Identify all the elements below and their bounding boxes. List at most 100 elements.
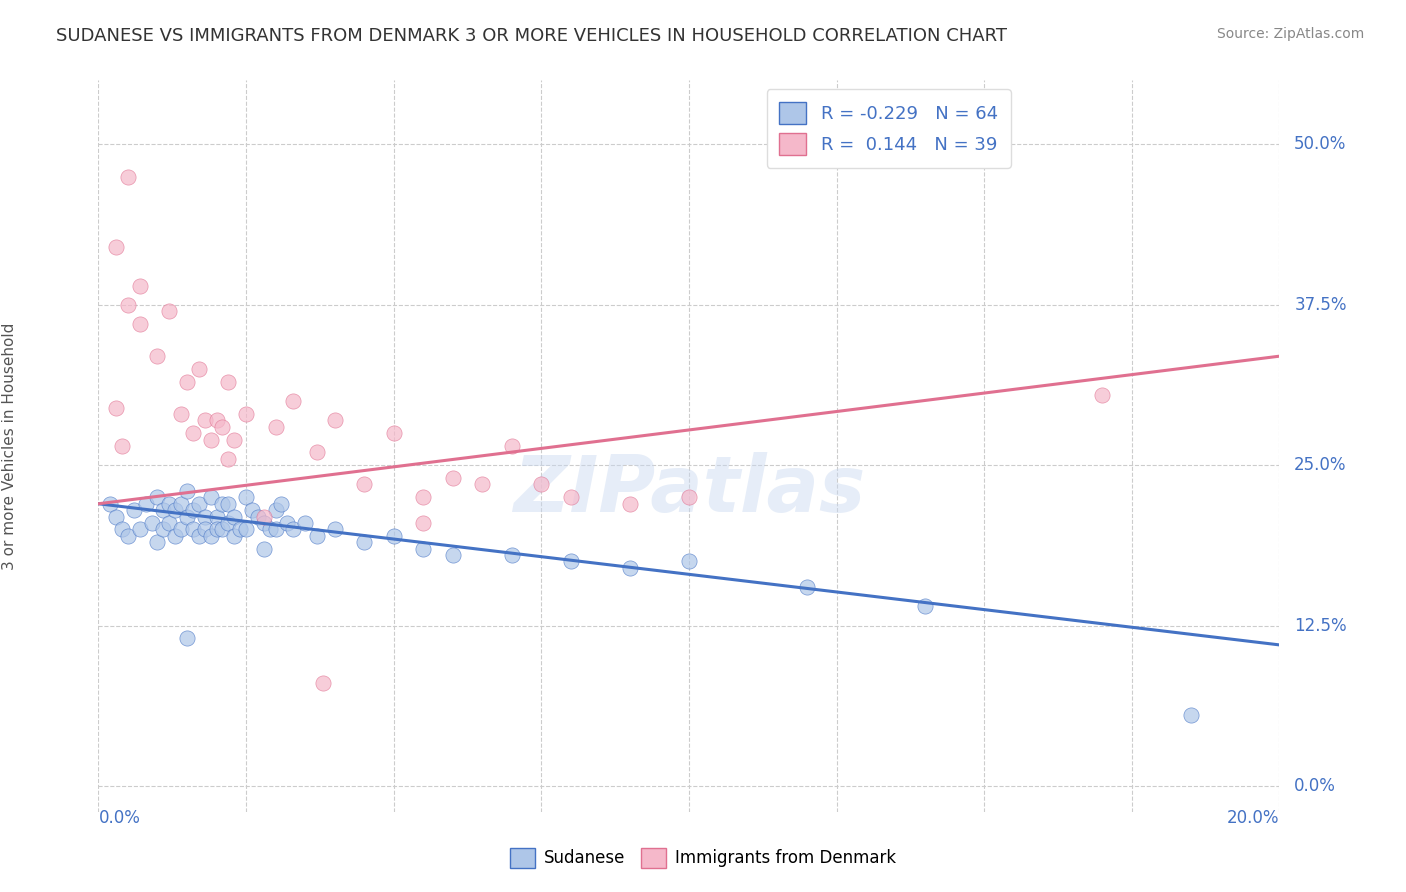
Point bbox=[205, 413, 228, 427]
Point bbox=[111, 439, 134, 453]
Point bbox=[229, 523, 252, 537]
Point bbox=[146, 491, 169, 505]
Point bbox=[270, 497, 292, 511]
Point bbox=[224, 529, 246, 543]
Point bbox=[235, 523, 257, 537]
Point bbox=[323, 413, 346, 427]
Point bbox=[305, 445, 328, 459]
Point bbox=[412, 491, 434, 505]
Text: 0.0%: 0.0% bbox=[1295, 777, 1336, 795]
Point bbox=[157, 497, 180, 511]
Point bbox=[253, 516, 276, 530]
Point bbox=[200, 529, 222, 543]
Point bbox=[211, 497, 233, 511]
Point bbox=[217, 497, 239, 511]
Point bbox=[152, 523, 174, 537]
Point bbox=[146, 535, 169, 549]
Point bbox=[217, 375, 239, 389]
Point bbox=[224, 433, 246, 447]
Point bbox=[128, 317, 150, 331]
Point bbox=[111, 523, 134, 537]
Point bbox=[170, 407, 193, 421]
Point bbox=[283, 394, 305, 409]
Point bbox=[796, 580, 818, 594]
Point bbox=[181, 426, 204, 441]
Point bbox=[224, 509, 246, 524]
Point bbox=[152, 503, 174, 517]
Point bbox=[253, 541, 276, 556]
Point bbox=[187, 362, 209, 376]
Point bbox=[914, 599, 936, 614]
Text: 12.5%: 12.5% bbox=[1295, 616, 1347, 634]
Point bbox=[117, 529, 139, 543]
Point bbox=[165, 529, 187, 543]
Text: 3 or more Vehicles in Household: 3 or more Vehicles in Household bbox=[3, 322, 17, 570]
Point bbox=[194, 509, 217, 524]
Text: Source: ZipAtlas.com: Source: ZipAtlas.com bbox=[1216, 27, 1364, 41]
Point bbox=[157, 304, 180, 318]
Point bbox=[176, 375, 198, 389]
Point bbox=[1180, 708, 1202, 723]
Point bbox=[117, 298, 139, 312]
Point bbox=[146, 349, 169, 363]
Point bbox=[176, 483, 198, 498]
Point bbox=[105, 401, 128, 415]
Point bbox=[294, 516, 316, 530]
Point bbox=[211, 419, 233, 434]
Text: 37.5%: 37.5% bbox=[1295, 296, 1347, 314]
Point bbox=[117, 169, 139, 184]
Point bbox=[170, 523, 193, 537]
Point bbox=[128, 523, 150, 537]
Point bbox=[276, 516, 298, 530]
Point bbox=[217, 516, 239, 530]
Point bbox=[135, 497, 157, 511]
Point bbox=[194, 523, 217, 537]
Point bbox=[323, 523, 346, 537]
Point bbox=[141, 516, 163, 530]
Point bbox=[560, 554, 582, 568]
Point bbox=[194, 413, 217, 427]
Point bbox=[176, 509, 198, 524]
Point bbox=[412, 516, 434, 530]
Point bbox=[353, 477, 375, 491]
Legend: Sudanese, Immigrants from Denmark: Sudanese, Immigrants from Denmark bbox=[503, 841, 903, 875]
Point bbox=[264, 523, 287, 537]
Point bbox=[619, 561, 641, 575]
Text: 50.0%: 50.0% bbox=[1295, 136, 1347, 153]
Point bbox=[187, 529, 209, 543]
Point bbox=[170, 497, 193, 511]
Point bbox=[176, 632, 198, 646]
Point bbox=[187, 497, 209, 511]
Point bbox=[200, 491, 222, 505]
Point bbox=[264, 419, 287, 434]
Text: SUDANESE VS IMMIGRANTS FROM DENMARK 3 OR MORE VEHICLES IN HOUSEHOLD CORRELATION : SUDANESE VS IMMIGRANTS FROM DENMARK 3 OR… bbox=[56, 27, 1007, 45]
Point bbox=[501, 548, 523, 562]
Legend: R = -0.229   N = 64, R =  0.144   N = 39: R = -0.229 N = 64, R = 0.144 N = 39 bbox=[766, 89, 1011, 168]
Point bbox=[471, 477, 494, 491]
Point bbox=[105, 509, 128, 524]
Point bbox=[181, 503, 204, 517]
Point bbox=[678, 491, 700, 505]
Point bbox=[283, 523, 305, 537]
Point bbox=[98, 497, 121, 511]
Point bbox=[211, 523, 233, 537]
Point bbox=[501, 439, 523, 453]
Point bbox=[259, 523, 281, 537]
Point bbox=[240, 503, 263, 517]
Point bbox=[382, 426, 405, 441]
Point bbox=[128, 278, 150, 293]
Text: ZIPatlas: ZIPatlas bbox=[513, 452, 865, 528]
Point bbox=[105, 240, 128, 254]
Point bbox=[1091, 387, 1114, 401]
Point bbox=[235, 407, 257, 421]
Point bbox=[122, 503, 145, 517]
Point bbox=[217, 451, 239, 466]
Point bbox=[181, 523, 204, 537]
Point bbox=[678, 554, 700, 568]
Point bbox=[157, 516, 180, 530]
Text: 20.0%: 20.0% bbox=[1227, 809, 1279, 827]
Point bbox=[205, 509, 228, 524]
Point bbox=[200, 433, 222, 447]
Point bbox=[530, 477, 553, 491]
Point bbox=[246, 509, 269, 524]
